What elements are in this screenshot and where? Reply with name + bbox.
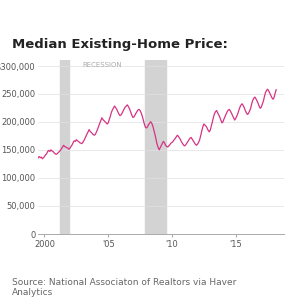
Bar (145, 60, 166, 234)
Text: RECESSION: RECESSION (83, 62, 122, 68)
Text: Source: National Associaton of Realtors via Haver
Analytics: Source: National Associaton of Realtors … (12, 278, 236, 297)
Bar (60, 60, 69, 234)
Text: Median Existing-Home Price:: Median Existing-Home Price: (12, 38, 228, 51)
